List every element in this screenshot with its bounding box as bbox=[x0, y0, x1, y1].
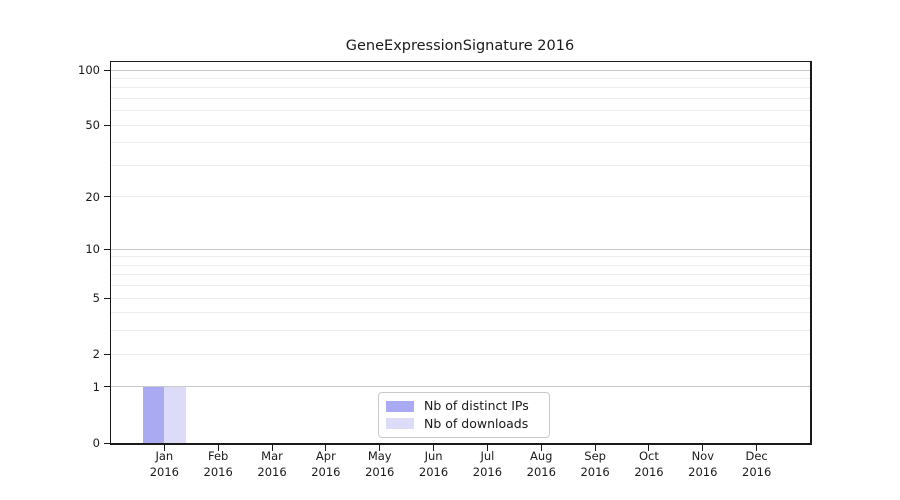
legend-label-downloads: Nb of downloads bbox=[424, 416, 529, 432]
legend-item-downloads: Nb of downloads bbox=[386, 417, 541, 431]
minor-gridline bbox=[111, 110, 810, 112]
minor-gridline bbox=[111, 274, 810, 276]
y-tick-label: 50 bbox=[85, 118, 100, 133]
chart-title: GeneExpressionSignature 2016 bbox=[345, 38, 575, 54]
x-tick-mark bbox=[756, 444, 758, 451]
minor-gridline bbox=[111, 77, 810, 79]
x-tick-label: Feb 2016 bbox=[203, 449, 233, 479]
major-gridline bbox=[111, 386, 810, 388]
top-spine bbox=[109, 60, 812, 62]
minor-gridline bbox=[111, 196, 810, 198]
minor-gridline bbox=[111, 142, 810, 144]
x-tick-label: Sep 2016 bbox=[580, 449, 610, 479]
y-tick-label: 2 bbox=[92, 347, 100, 362]
minor-gridline bbox=[111, 98, 810, 100]
x-tick-mark bbox=[325, 444, 327, 451]
x-tick-mark bbox=[379, 444, 381, 451]
x-tick-mark bbox=[163, 444, 165, 451]
minor-gridline bbox=[111, 285, 810, 287]
x-tick-label: Nov 2016 bbox=[688, 449, 718, 479]
y-tick-mark bbox=[103, 353, 110, 355]
y-tick-mark bbox=[103, 442, 110, 444]
bar-jan-downloads bbox=[164, 386, 186, 443]
x-tick-mark bbox=[271, 444, 273, 451]
legend-swatch-distinct-ips bbox=[386, 400, 414, 412]
bottom-spine bbox=[109, 443, 812, 445]
y-tick-mark bbox=[103, 248, 110, 250]
x-tick-mark bbox=[702, 444, 704, 451]
bar-jan-distinct-ips bbox=[142, 386, 165, 443]
minor-gridline bbox=[111, 165, 810, 166]
minor-gridline bbox=[111, 353, 810, 355]
x-tick-mark bbox=[540, 444, 542, 451]
x-tick-mark bbox=[486, 444, 488, 451]
major-gridline bbox=[111, 248, 810, 250]
x-tick-mark bbox=[648, 444, 650, 451]
x-tick-label: Dec 2016 bbox=[742, 449, 772, 479]
y-tick-mark bbox=[103, 69, 110, 71]
minor-gridline bbox=[111, 330, 810, 332]
x-tick-label: May 2016 bbox=[365, 449, 395, 479]
x-tick-label: Jun 2016 bbox=[418, 449, 449, 479]
y-tick-label: 1 bbox=[92, 379, 100, 394]
x-tick-mark bbox=[433, 444, 435, 451]
minor-gridline bbox=[111, 297, 810, 299]
y-tick-mark bbox=[103, 297, 110, 299]
y-tick-mark bbox=[103, 196, 110, 198]
y-tick-label: 5 bbox=[92, 291, 100, 306]
x-tick-label: Jan 2016 bbox=[149, 449, 179, 479]
minor-gridline bbox=[111, 124, 810, 126]
y-tick-label: 10 bbox=[85, 242, 100, 257]
x-tick-mark bbox=[594, 444, 596, 451]
y-tick-mark bbox=[103, 386, 110, 388]
legend-item-distinct-ips: Nb of distinct IPs bbox=[386, 399, 541, 413]
major-gridline bbox=[111, 69, 810, 71]
minor-gridline bbox=[111, 87, 810, 89]
x-tick-label: Apr 2016 bbox=[311, 449, 341, 479]
x-tick-label: Mar 2016 bbox=[257, 449, 287, 479]
y-tick-label: 100 bbox=[78, 63, 100, 78]
x-tick-label: Aug 2016 bbox=[526, 449, 556, 479]
x-tick-label: Oct 2016 bbox=[634, 449, 664, 479]
x-tick-label: Jul 2016 bbox=[472, 449, 503, 479]
y-tick-label: 20 bbox=[85, 189, 100, 204]
legend: Nb of distinct IPs Nb of downloads bbox=[378, 392, 550, 438]
y-tick-label: 0 bbox=[92, 436, 100, 450]
left-spine bbox=[109, 60, 111, 445]
right-spine bbox=[810, 60, 812, 445]
x-tick-mark bbox=[217, 444, 219, 451]
y-tick-mark bbox=[103, 124, 110, 126]
minor-gridline bbox=[111, 264, 810, 266]
minor-gridline bbox=[111, 312, 810, 314]
legend-label-distinct-ips: Nb of distinct IPs bbox=[424, 398, 529, 414]
legend-swatch-downloads bbox=[386, 418, 414, 430]
minor-gridline bbox=[111, 256, 810, 258]
